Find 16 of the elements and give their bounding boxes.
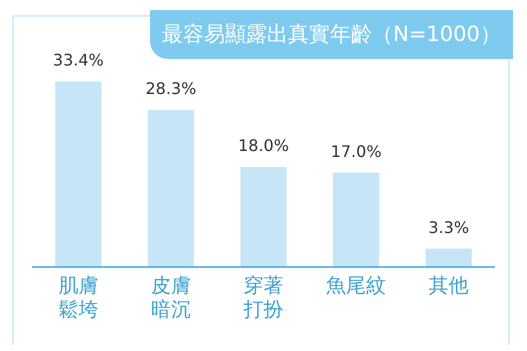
bar <box>55 82 102 267</box>
bar <box>332 172 380 267</box>
data-label: 3.3% <box>428 218 470 237</box>
data-label: 17.0% <box>330 142 382 161</box>
data-label: 28.3% <box>145 79 196 98</box>
bar <box>240 167 287 267</box>
x-tick-label: 魚尾紋 <box>326 273 386 298</box>
data-label: 18.0% <box>238 136 289 156</box>
bar <box>426 248 472 267</box>
x-tick-label: 其他 <box>428 273 469 298</box>
bar <box>148 110 194 267</box>
x-tick-label: 皮膚暗沉 <box>150 273 191 322</box>
data-label: 33.4% <box>52 50 104 70</box>
x-tick-label: 穿著打扮 <box>242 273 284 322</box>
x-tick-label: 肌膚鬆垮 <box>58 273 98 322</box>
chart-title: 最容易顯露出真實年齡（N=1000） <box>150 10 513 59</box>
